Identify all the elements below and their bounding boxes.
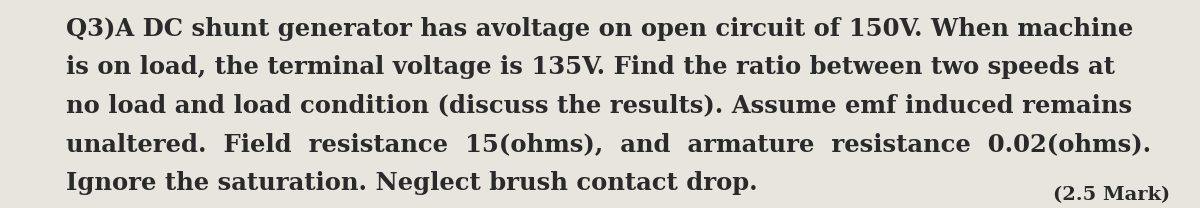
Text: is on load, the terminal voltage is 135V. Find the ratio between two speeds at: is on load, the terminal voltage is 135V… [66, 55, 1115, 79]
Text: unaltered.  Field  resistance  15(ohms),  and  armature  resistance  0.02(ohms).: unaltered. Field resistance 15(ohms), an… [66, 132, 1151, 156]
Text: Q3)A DC shunt generator has avoltage on open circuit of 150V. When machine: Q3)A DC shunt generator has avoltage on … [66, 17, 1133, 41]
Text: Ignore the saturation. Neglect brush contact drop.: Ignore the saturation. Neglect brush con… [66, 171, 757, 194]
Text: no load and load condition (discuss the results). Assume emf induced remains: no load and load condition (discuss the … [66, 94, 1132, 118]
Text: (2.5 Mark): (2.5 Mark) [1052, 186, 1170, 204]
